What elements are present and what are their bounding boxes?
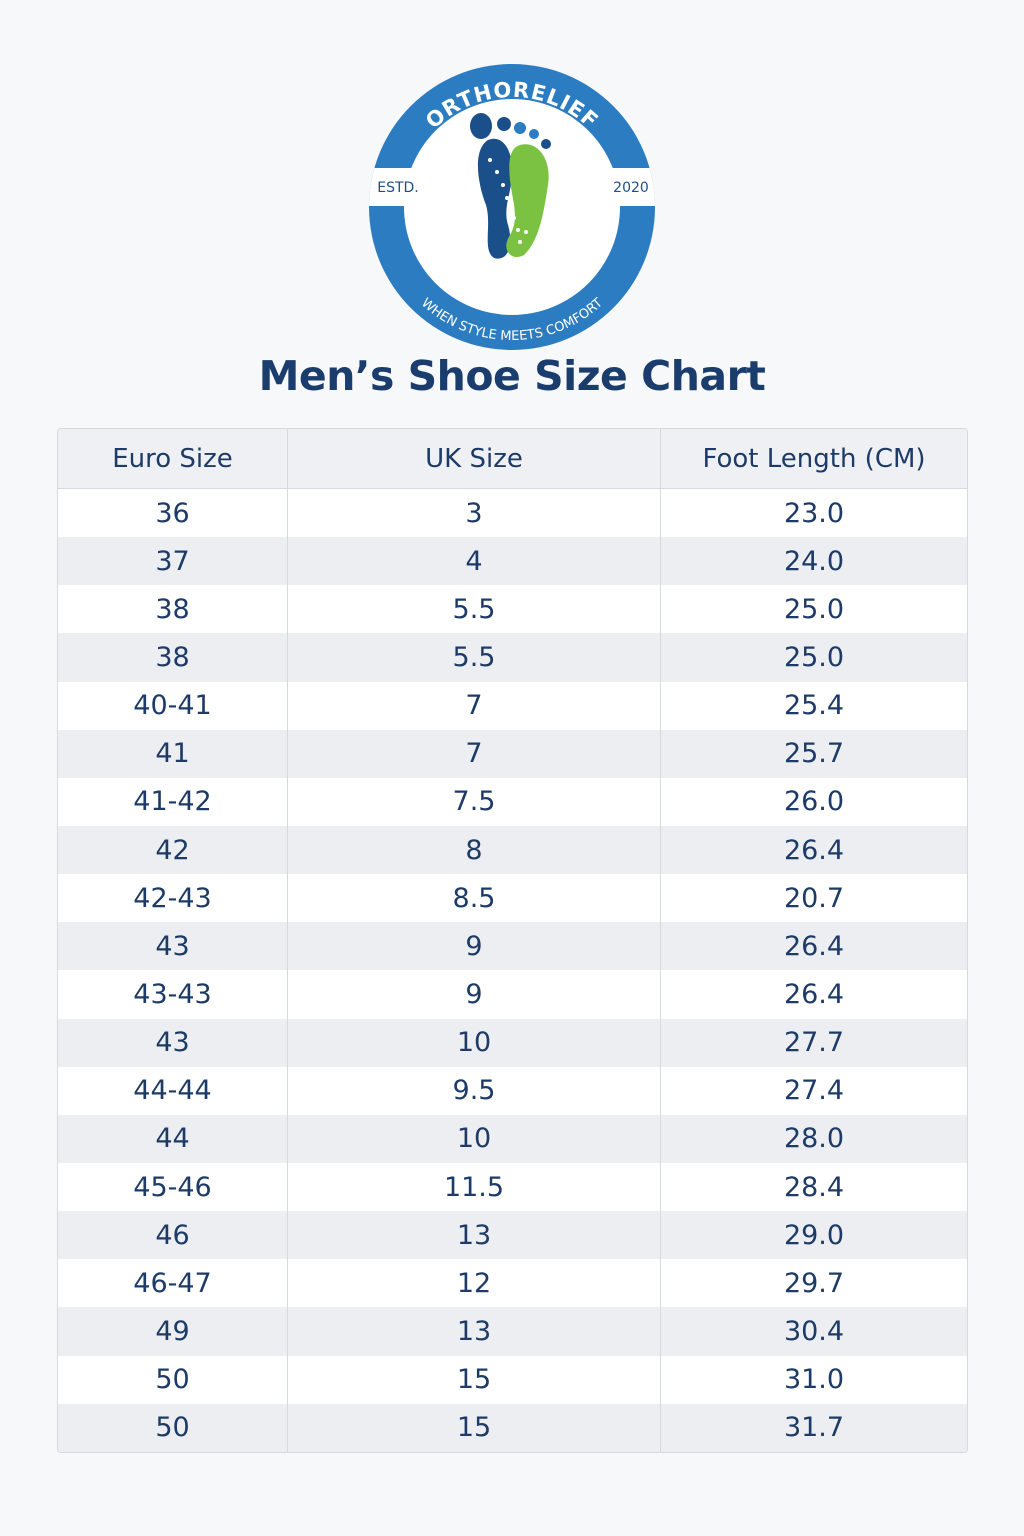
table-cell: 40-41	[58, 681, 288, 730]
table-cell: 28.0	[783, 1123, 845, 1155]
table-cell: 46	[58, 1211, 288, 1260]
table-cell: 43-43	[58, 970, 288, 1019]
table-cell: 26.4	[783, 834, 845, 866]
table-cell: 3	[288, 489, 661, 538]
table-cell: 36	[58, 489, 288, 538]
table-cell: 28.4	[783, 1171, 845, 1203]
table-cell: 42-43	[58, 874, 288, 923]
table-cell: 26.4	[783, 978, 845, 1010]
table-cell: 7	[288, 681, 661, 730]
table-row: 43-43 9 26.4	[58, 970, 967, 1019]
page-title: Men’s Shoe Size Chart	[258, 352, 766, 400]
table-cell: 27.4	[783, 1075, 845, 1107]
table-cell: 4	[288, 537, 661, 586]
logo-feet	[470, 113, 551, 259]
table-cell: 10	[288, 1018, 661, 1067]
table-cell: 29.7	[783, 1267, 845, 1299]
table-cell: 24.0	[783, 545, 845, 577]
table-cell: 10	[288, 1114, 661, 1163]
table-cell: 25.4	[783, 690, 845, 722]
header-cell: Euro Size	[58, 429, 288, 488]
table-cell: 41-42	[58, 777, 288, 826]
logo-estd: ESTD.	[377, 180, 419, 196]
table-cell: 42	[58, 825, 288, 875]
table-cell: 31.7	[783, 1412, 845, 1444]
table-cell: 7	[288, 729, 661, 778]
table-cell: 12	[288, 1259, 661, 1308]
table-cell: 29.0	[783, 1219, 845, 1251]
table-cell: 30.4	[783, 1315, 845, 1347]
table-cell: 27.7	[783, 1027, 845, 1059]
table-row: 36 3 23.0	[58, 489, 967, 538]
table-row: 43 9 26.4	[58, 922, 967, 971]
table-cell: 15	[288, 1355, 661, 1404]
table-cell: 43	[58, 922, 288, 971]
table-cell: 8.5	[288, 874, 661, 923]
table-row: 43 10 27.7	[58, 1018, 967, 1067]
table-cell: 20.7	[783, 882, 845, 914]
table-cell: 44	[58, 1114, 288, 1163]
table-cell: 44-44	[58, 1066, 288, 1115]
table-cell: 13	[288, 1211, 661, 1260]
table-cell: 5.5	[288, 585, 661, 634]
table-row: 37 4 24.0	[58, 537, 967, 586]
table-cell: 38	[58, 585, 288, 634]
table-cell: 13	[288, 1307, 661, 1356]
table-cell: 9	[288, 922, 661, 971]
table-cell: 37	[58, 537, 288, 586]
table-cell: 25.0	[783, 641, 845, 673]
logo: ORTHORELIEF WHEN STYLE MEETS COMFORT EST…	[369, 64, 655, 350]
table-cell: 11.5	[288, 1162, 661, 1212]
header-cell: UK Size	[288, 429, 661, 488]
table-row: 50 15 31.7	[58, 1403, 967, 1452]
table-row: 44 10 28.0	[58, 1114, 967, 1163]
table-row: 42-43 8.5 20.7	[58, 874, 967, 923]
table-row: 46-47 12 29.7	[58, 1259, 967, 1308]
table-cell: 23.0	[783, 497, 845, 529]
table-cell: 31.0	[783, 1364, 845, 1396]
table-row: 50 15 31.0	[58, 1355, 967, 1404]
table-row: 42 8 26.4	[58, 825, 967, 875]
table-cell: 26.4	[783, 930, 845, 962]
table-row: 45-46 11.5 28.4	[58, 1162, 967, 1212]
header-row: Euro Size UK Size Foot Length (CM)	[58, 429, 967, 489]
table-row: 41 7 25.7	[58, 729, 967, 778]
table-row: 44-44 9.5 27.4	[58, 1066, 967, 1115]
table-cell: 9.5	[288, 1066, 661, 1115]
logo-year: 2020	[613, 180, 649, 196]
table-row: 46 13 29.0	[58, 1211, 967, 1260]
table-cell: 50	[58, 1403, 288, 1452]
logo-center	[404, 99, 620, 315]
table-cell: 8	[288, 825, 661, 875]
size-table: Euro Size UK Size Foot Length (CM) 36 3 23.0 3…	[57, 428, 968, 1453]
table-row: 38 5.5 25.0	[58, 585, 967, 634]
header-cell: Foot Length (CM)	[702, 443, 926, 474]
table-cell: 49	[58, 1307, 288, 1356]
table-cell: 25.0	[783, 593, 845, 625]
table-row: 49 13 30.4	[58, 1307, 967, 1356]
table-cell: 25.7	[783, 738, 845, 770]
table-cell: 7.5	[288, 777, 661, 826]
table-cell: 43	[58, 1018, 288, 1067]
table-row: 38 5.5 25.0	[58, 633, 967, 682]
table-cell: 15	[288, 1403, 661, 1452]
table-cell: 50	[58, 1355, 288, 1404]
table-cell: 38	[58, 633, 288, 682]
table-cell: 9	[288, 970, 661, 1019]
table-cell: 45-46	[58, 1162, 288, 1212]
table-cell: 46-47	[58, 1259, 288, 1308]
table-cell: 26.0	[783, 786, 845, 818]
table-row: 40-41 7 25.4	[58, 681, 967, 730]
table-cell: 41	[58, 729, 288, 778]
table-row: 41-42 7.5 26.0	[58, 777, 967, 826]
table-cell: 5.5	[288, 633, 661, 682]
